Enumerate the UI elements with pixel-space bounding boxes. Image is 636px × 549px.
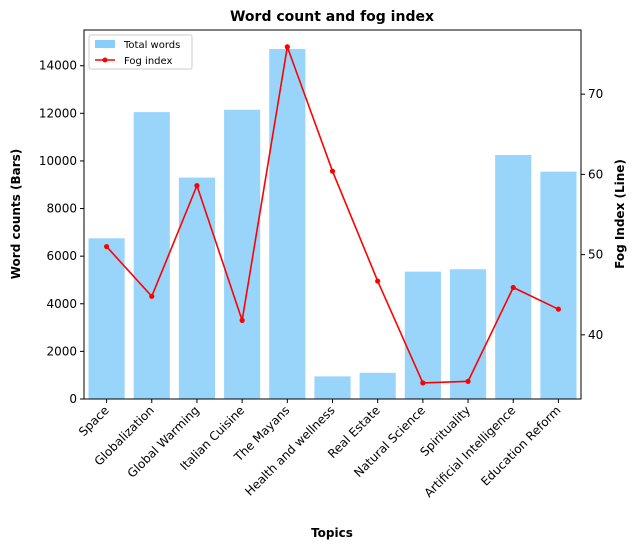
x-tick-label-health-and-wellness: Health and wellness bbox=[242, 403, 337, 498]
bar-space bbox=[88, 238, 125, 399]
left-tick-label: 12000 bbox=[39, 106, 77, 120]
chart-title: Word count and fog index bbox=[230, 9, 434, 25]
fog-index-point-globalization bbox=[149, 293, 155, 299]
left-tick-label: 4000 bbox=[46, 297, 77, 311]
left-tick-label: 8000 bbox=[46, 202, 77, 216]
fog-index-point-natural-science bbox=[420, 380, 426, 386]
right-axis: 40 50 60 70 bbox=[581, 87, 603, 342]
fog-index-point-spirituality bbox=[465, 378, 471, 384]
fog-index-point-space bbox=[103, 243, 110, 250]
legend-swatch-total-words bbox=[95, 40, 115, 48]
fog-index-line bbox=[105, 43, 559, 384]
bar-spirituality bbox=[449, 269, 487, 399]
fog-index-point-italian-cuisine bbox=[239, 317, 245, 323]
bar-the-mayans bbox=[269, 49, 306, 400]
bar-health-and-wellness bbox=[314, 376, 351, 399]
x-tick-label-space: Space bbox=[76, 403, 112, 439]
left-tick-label: 0 bbox=[69, 392, 77, 406]
bar-education-reform bbox=[540, 171, 577, 399]
right-tick-label: 60 bbox=[588, 167, 603, 181]
bar-global-warming bbox=[178, 177, 216, 399]
fog-index-point-artificial-intelligence bbox=[510, 284, 516, 291]
fog-index-point-real-estate bbox=[375, 278, 381, 284]
left-axis-label: Word counts (Bars) bbox=[9, 149, 23, 280]
legend-marker-fog-index bbox=[102, 57, 108, 63]
legend: Total words Fog index bbox=[88, 34, 193, 70]
left-tick-label: 14000 bbox=[39, 59, 77, 73]
bar-real-estate bbox=[359, 372, 396, 399]
fog-index-point-health-and-wellness bbox=[329, 168, 336, 174]
left-tick-label: 2000 bbox=[46, 344, 77, 358]
fog-index-point-global-warming bbox=[194, 183, 200, 189]
left-tick-label: 10000 bbox=[39, 154, 77, 168]
right-tick-label: 40 bbox=[588, 328, 603, 342]
left-axis: 0 2000 4000 6000 8000 10000 12000 14000 bbox=[39, 59, 84, 406]
right-axis-label: Fog Index (Line) bbox=[613, 159, 627, 269]
legend-label-total-words: Total words bbox=[123, 40, 180, 51]
x-tick-label-education-reform: Education Reform bbox=[478, 403, 563, 488]
right-tick-label: 70 bbox=[588, 87, 603, 101]
right-tick-label: 50 bbox=[588, 248, 603, 262]
x-axis-label: Topics bbox=[311, 526, 353, 540]
bar-italian-cuisine bbox=[224, 109, 261, 399]
fog-index-point-education-reform bbox=[555, 306, 562, 312]
bar-artificial-intelligence bbox=[495, 154, 532, 399]
legend-label-fog-index: Fog index bbox=[124, 56, 172, 67]
bar-natural-science bbox=[404, 271, 441, 399]
bar-group bbox=[88, 49, 577, 400]
line-group bbox=[103, 43, 562, 386]
fog-index-point-the-mayans bbox=[284, 44, 290, 50]
left-tick-label: 6000 bbox=[46, 249, 77, 263]
bar-globalization bbox=[133, 112, 170, 399]
